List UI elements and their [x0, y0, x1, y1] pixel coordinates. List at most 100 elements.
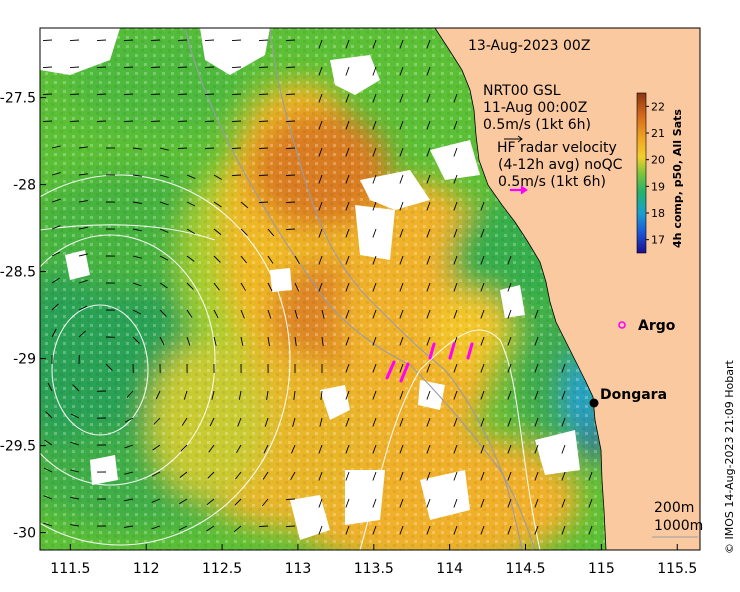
dongara-marker: Dongara — [589, 387, 667, 408]
current-vector — [132, 228, 142, 232]
current-vector — [453, 363, 458, 373]
current-vector — [70, 496, 80, 500]
current-vector — [345, 120, 350, 130]
current-vector — [204, 93, 215, 96]
current-vector — [480, 417, 485, 427]
current-vector — [345, 93, 350, 103]
current-vector — [78, 226, 88, 230]
current-vector — [258, 39, 269, 42]
current-vector — [426, 120, 431, 130]
current-vector — [561, 444, 566, 454]
current-vector — [42, 66, 53, 69]
current-vector — [426, 444, 431, 454]
current-vector — [70, 441, 80, 446]
current-vector — [399, 228, 404, 238]
current-vector — [123, 39, 134, 42]
current-vector — [561, 525, 566, 535]
current-vector — [399, 201, 404, 211]
current-vector — [42, 93, 53, 96]
current-vector — [44, 439, 53, 446]
current-vector — [70, 413, 80, 419]
current-vector — [399, 444, 404, 454]
current-vector — [291, 444, 296, 454]
current-vector — [207, 471, 215, 479]
current-vector — [124, 525, 134, 528]
colorbar-tick-label: 17 — [651, 234, 665, 247]
current-vector — [72, 384, 80, 392]
current-vector — [285, 174, 296, 177]
current-vector — [426, 390, 431, 400]
current-vector — [186, 174, 196, 180]
current-vector — [258, 525, 269, 528]
current-vector — [258, 147, 269, 150]
current-vector — [426, 471, 431, 481]
current-vectors — [42, 39, 593, 535]
current-vector — [132, 147, 142, 150]
current-vector — [285, 93, 296, 96]
current-vector — [177, 120, 188, 123]
current-vector — [372, 390, 377, 400]
current-vector — [292, 417, 296, 427]
current-vector — [507, 390, 512, 400]
current-vector — [69, 120, 80, 123]
current-vector — [123, 66, 134, 69]
current-vector — [213, 228, 222, 235]
sea-level-contours — [40, 174, 541, 550]
current-vector — [426, 309, 431, 319]
current-vector — [480, 525, 485, 535]
current-vector — [372, 120, 377, 130]
current-vector — [159, 255, 169, 261]
colorbar-title: 4h comp, p50, All Sats — [671, 109, 684, 248]
current-vector — [426, 363, 431, 373]
argo-marker: Argo — [618, 318, 676, 334]
current-vector — [372, 147, 377, 157]
current-vector — [179, 471, 188, 478]
colorbar-tick-label: 19 — [651, 180, 665, 193]
current-vector — [123, 120, 134, 123]
current-vector — [240, 336, 244, 346]
current-vector — [453, 390, 458, 400]
current-vector — [480, 363, 485, 373]
radar-vector — [448, 342, 456, 360]
gsl-line3: 0.5m/s (1kt 6h) — [483, 117, 591, 133]
current-vector — [238, 390, 242, 400]
current-vector — [285, 498, 296, 501]
current-vector — [132, 282, 142, 287]
current-vector — [183, 390, 188, 400]
current-vector — [159, 228, 169, 233]
gsl-arrowhead-icon — [517, 135, 523, 143]
current-vector — [453, 228, 458, 238]
credit-label: © IMOS 14-Aug-2023 21:09 Hobart — [723, 360, 736, 554]
current-vector — [213, 336, 217, 346]
current-vector — [96, 66, 107, 69]
colorbar-ramp — [636, 92, 647, 254]
radar-line1: HF radar velocity — [497, 140, 617, 156]
current-vector — [204, 147, 215, 150]
current-vector — [480, 255, 485, 265]
colorbar-tick-label: 18 — [651, 207, 665, 220]
current-vector — [399, 471, 404, 481]
current-vector — [78, 146, 88, 149]
isobath-200m: 200m — [654, 500, 694, 516]
current-vector — [231, 93, 242, 96]
current-vector — [318, 444, 323, 454]
current-vector — [213, 255, 221, 263]
current-vector — [159, 336, 165, 346]
current-vector — [231, 39, 242, 42]
current-vector — [96, 93, 107, 96]
current-vector — [507, 309, 512, 319]
radar-legend: HF radar velocity (4-12h avg) noQC 0.5m/… — [497, 140, 623, 195]
current-vector — [345, 390, 350, 400]
current-vector — [47, 382, 53, 392]
current-vector — [319, 417, 323, 427]
current-vector — [426, 93, 431, 103]
current-vector — [267, 282, 273, 292]
current-vector — [179, 498, 188, 505]
current-vector — [426, 282, 431, 292]
current-vector — [534, 417, 539, 427]
current-vector — [453, 147, 458, 157]
current-vector — [453, 120, 458, 130]
current-vector — [345, 39, 350, 49]
current-vector — [588, 471, 593, 481]
current-vector — [186, 228, 195, 234]
